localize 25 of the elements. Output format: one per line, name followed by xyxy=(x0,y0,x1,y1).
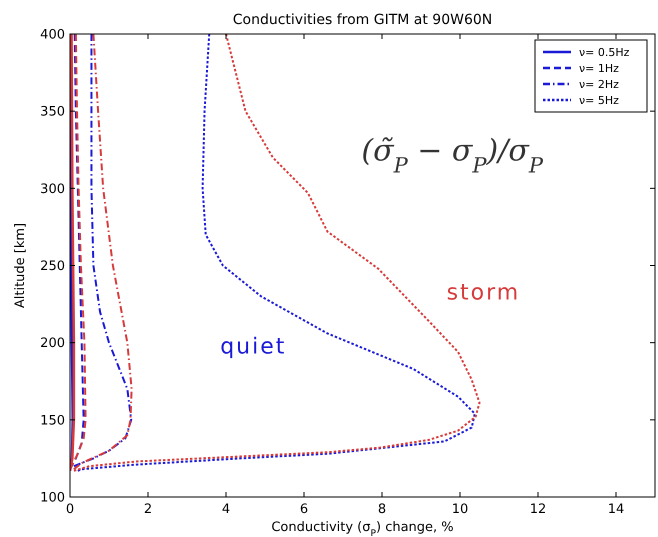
legend-label: ν= 0.5Hz xyxy=(579,46,630,59)
legend-label: ν= 5Hz xyxy=(579,94,620,107)
x-tick-label: 10 xyxy=(452,502,468,517)
x-tick-label: 0 xyxy=(66,502,74,517)
chart-title: Conductivities from GITM at 90W60N xyxy=(232,12,492,28)
y-tick-label: 100 xyxy=(40,490,65,506)
y-tick-label: 300 xyxy=(40,182,65,197)
legend-label: ν= 2Hz xyxy=(579,78,620,91)
annotation: (σ̃$_{P}$ − σ$_{P}$)/σ$_{P}$ xyxy=(361,134,544,178)
annotation: quiet xyxy=(220,334,286,360)
y-tick-label: 200 xyxy=(40,336,65,352)
x-tick-label: 14 xyxy=(608,502,624,517)
y-axis-title: Altitude [km] xyxy=(13,222,28,308)
x-tick-label: 4 xyxy=(222,502,230,517)
y-tick-label: 400 xyxy=(40,28,65,43)
x-axis-title: Conductivity (σ$_{P}$) change, % xyxy=(271,520,454,537)
y-tick-label: 150 xyxy=(40,413,65,428)
y-tick-label: 250 xyxy=(40,259,65,274)
x-tick-label: 12 xyxy=(530,502,546,517)
x-tick-label: 8 xyxy=(378,502,386,517)
x-tick-label: 6 xyxy=(300,502,308,517)
annotation: storm xyxy=(446,280,520,306)
y-tick-label: 350 xyxy=(40,104,65,120)
legend-label: ν= 1Hz xyxy=(579,62,620,75)
x-tick-label: 2 xyxy=(144,502,152,517)
